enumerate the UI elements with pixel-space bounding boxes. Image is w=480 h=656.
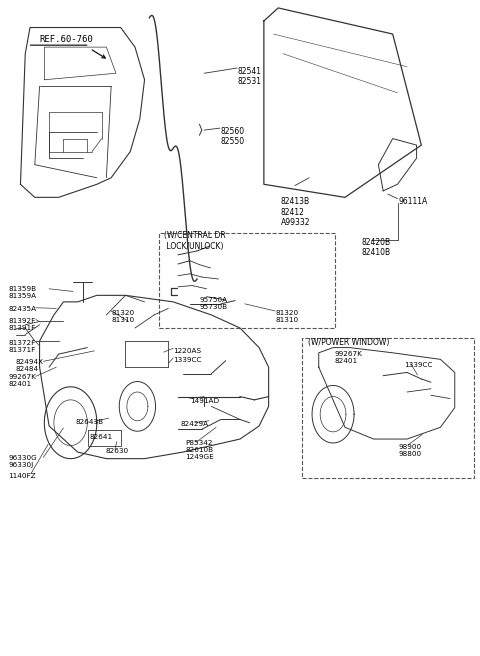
Text: 82435A: 82435A — [9, 306, 36, 312]
Text: (W/CENTRAL DR
 LOCK/UNLOCK): (W/CENTRAL DR LOCK/UNLOCK) — [164, 232, 226, 251]
Text: 99267K
82401: 99267K 82401 — [9, 374, 36, 387]
Text: 82429A: 82429A — [180, 420, 208, 427]
Text: 1339CC: 1339CC — [173, 358, 202, 363]
Text: 82541
82531: 82541 82531 — [238, 67, 262, 86]
Text: 99267K
82401: 99267K 82401 — [335, 351, 362, 364]
Bar — [88, 430, 120, 445]
Text: 82643B: 82643B — [75, 419, 104, 426]
Text: 81359B
81359A: 81359B 81359A — [9, 285, 36, 298]
Text: 82560
82550: 82560 82550 — [221, 127, 245, 146]
Text: 81320
81310: 81320 81310 — [276, 310, 299, 323]
Text: 81392F
81391F: 81392F 81391F — [9, 318, 36, 331]
Text: 82494X
82484: 82494X 82484 — [16, 359, 44, 372]
Text: 1220AS: 1220AS — [173, 348, 201, 354]
Text: REF.60-760: REF.60-760 — [39, 35, 93, 44]
Bar — [302, 338, 474, 478]
Text: 96330G
96330J: 96330G 96330J — [9, 455, 37, 468]
Text: (W/POWER WINDOW): (W/POWER WINDOW) — [308, 338, 389, 347]
Bar — [159, 234, 336, 328]
Text: 1140FZ: 1140FZ — [9, 473, 36, 479]
Text: 82630: 82630 — [106, 448, 129, 454]
Text: 81320
81310: 81320 81310 — [111, 310, 134, 323]
Text: 82641: 82641 — [90, 434, 113, 440]
Text: 98900
98800: 98900 98800 — [398, 444, 421, 457]
Text: 1339CC: 1339CC — [404, 362, 432, 368]
Text: 1491AD: 1491AD — [190, 398, 219, 404]
Text: 82413B
82412
A99332: 82413B 82412 A99332 — [281, 197, 310, 227]
Text: 95750A
95730B: 95750A 95730B — [199, 297, 228, 310]
Text: 81372F
81371F: 81372F 81371F — [9, 340, 36, 353]
Text: 82420B
82410B: 82420B 82410B — [362, 238, 391, 257]
Text: 96111A: 96111A — [398, 197, 428, 207]
Text: P85342
82610B
1249GE: P85342 82610B 1249GE — [185, 440, 214, 461]
